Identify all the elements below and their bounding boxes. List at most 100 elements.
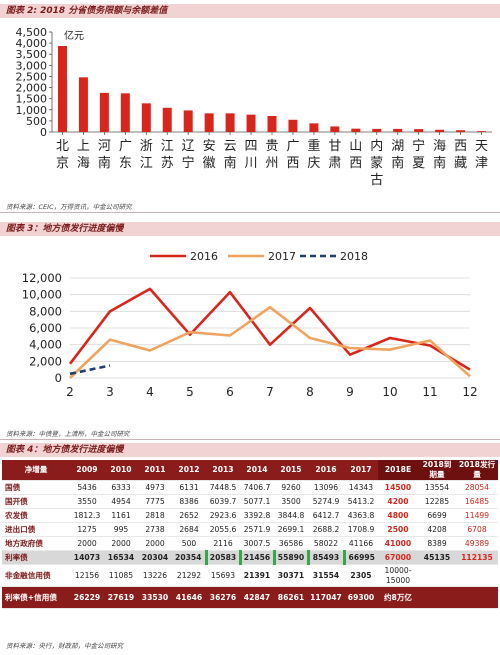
x-tick-label: 3 — [106, 385, 114, 399]
y-tick-label: 4,500 — [16, 26, 48, 39]
x-tick-label: 蒙 — [370, 156, 383, 171]
table-cell: 41000 — [378, 536, 418, 551]
x-tick-label: 川 — [245, 156, 258, 171]
table-cell: 26229 — [70, 586, 104, 609]
bar — [477, 131, 487, 132]
fig2-bar-chart: 05001,0001,5002,0002,5003,0003,5004,0004… — [16, 26, 492, 188]
table-cell: 3550 — [70, 494, 104, 509]
table-cell: 10000-15000 — [378, 564, 418, 587]
bar — [141, 103, 151, 132]
y-tick-label: 0 — [55, 371, 62, 385]
column-header: 净增量 — [2, 460, 70, 481]
table-cell: 33530 — [138, 586, 172, 609]
row-label: 国开债 — [2, 494, 70, 509]
series-line-2018 — [69, 364, 111, 376]
y-tick-label: 1,500 — [16, 93, 48, 106]
table-cell: 2818 — [138, 508, 172, 523]
table-cell: 4200 — [378, 494, 418, 509]
table-row: 进出口债 1275 995 2738 2684 2055.6 2571.9 2699.1 268… — [2, 522, 498, 537]
x-tick-label: 9 — [346, 385, 354, 399]
table-cell: 2305 — [344, 564, 378, 587]
y-tick-label: 10,000 — [22, 288, 62, 302]
x-tick-label: 南 — [98, 155, 111, 171]
y-tick-label: 3,000 — [16, 59, 48, 72]
table-cell: 8389 — [418, 536, 456, 551]
x-tick-label: 安 — [203, 139, 216, 154]
table-cell: 21292 — [172, 564, 206, 587]
table-cell: 5436 — [70, 480, 104, 495]
x-tick-label: 夏 — [412, 156, 425, 171]
x-tick-label: 12 — [462, 385, 477, 399]
table-cell: 13226 — [138, 564, 172, 587]
bar — [162, 107, 172, 132]
x-tick-label: 北 — [56, 139, 69, 154]
fig2-source: 资料来源：CEIC，万得资讯，中金公司研究 — [6, 203, 132, 211]
column-header: 2018到期量 — [418, 460, 456, 481]
table-cell: 3392.8 — [240, 508, 274, 523]
fig4-title: 图表 4：地方债发行进度偏慢 — [0, 443, 500, 457]
table-row: 国开债 3550 4954 7775 8386 6039.7 5077.1 3500 5274.… — [2, 494, 498, 509]
table-cell: 2116 — [206, 536, 240, 551]
x-tick-label: 10 — [382, 385, 397, 399]
table-cell: 2923.6 — [206, 508, 240, 523]
x-tick-label: 上 — [77, 139, 90, 154]
bar — [267, 116, 277, 132]
table-cell: 2684 — [172, 522, 206, 537]
table-cell: 6708 — [456, 522, 498, 537]
bar — [393, 128, 403, 132]
row-label: 农发债 — [2, 508, 70, 523]
table-cell: 55890 — [272, 550, 308, 565]
separator — [0, 439, 500, 440]
x-tick-label: 东 — [119, 156, 132, 171]
table-cell: 41646 — [172, 586, 206, 609]
table-cell: 995 — [104, 522, 138, 537]
bar — [288, 119, 298, 132]
table-row: 利率债+信用债 26229 27619 33530 41646 36276 42847 862… — [2, 586, 498, 609]
row-label: 非金融信用债 — [2, 564, 70, 587]
x-tick-label: 天 — [475, 139, 488, 154]
row-label: 地方政府债 — [2, 536, 70, 551]
x-tick-label: 西 — [349, 156, 362, 171]
y-tick-label: 2,000 — [29, 354, 62, 368]
table-cell: 15693 — [206, 564, 240, 587]
x-tick-label: 湖 — [391, 139, 404, 154]
table-cell: 5274.9 — [308, 494, 344, 509]
x-tick-label: 重 — [307, 138, 320, 154]
table-cell: 2652 — [172, 508, 206, 523]
bar — [246, 114, 256, 132]
x-tick-label: 5 — [186, 385, 194, 399]
row-label: 国债 — [2, 480, 70, 495]
table-cell: 2699.1 — [274, 522, 308, 537]
x-tick-label: 藏 — [454, 156, 467, 171]
column-header: 2015 — [274, 460, 308, 481]
table-cell: 58022 — [308, 536, 344, 551]
fig2-title: 图表 2: 2018 分省债务限额与余额差值 — [0, 4, 500, 18]
x-tick-label: 浙 — [140, 139, 153, 154]
x-tick-label: 南 — [391, 155, 404, 171]
fig3-title: 图表 3：地方债发行进度偏慢 — [0, 222, 500, 236]
column-header: 2018发行量 — [456, 460, 498, 481]
table-cell: 6131 — [172, 480, 206, 495]
fig3-source: 资料来源：中债登，上清所，中金公司研究 — [6, 430, 130, 438]
fig4-source: 资料来源：央行，财政部，中金公司研究 — [6, 642, 123, 650]
table-cell: 66995 — [342, 550, 378, 565]
table-cell: 2738 — [138, 522, 172, 537]
y-axis-unit: 亿元 — [64, 29, 84, 42]
y-tick-label: 500 — [26, 115, 47, 128]
x-tick-label: 南 — [224, 155, 237, 171]
x-tick-label: 南 — [433, 155, 446, 171]
table-cell: 41166 — [344, 536, 378, 551]
table-cell: 4973 — [138, 480, 172, 495]
fig3-line-chart: 0 2,000 4,000 6,000 8,000 10,000 12,000 2 3 4 5 6 7 8… — [22, 250, 478, 399]
table-cell: 27619 — [104, 586, 138, 609]
table-cell: 2688.2 — [308, 522, 344, 537]
x-tick-label: 11 — [422, 385, 437, 399]
x-tick-label: 苏 — [161, 155, 174, 171]
separator — [0, 212, 500, 213]
column-header: 2011 — [138, 460, 172, 481]
x-tick-label: 西 — [286, 156, 299, 171]
table-cell: 14500 — [378, 480, 418, 495]
x-tick-label: 山 — [349, 139, 362, 154]
column-header: 2017 — [344, 460, 378, 481]
x-tick-label: 2 — [66, 385, 74, 399]
